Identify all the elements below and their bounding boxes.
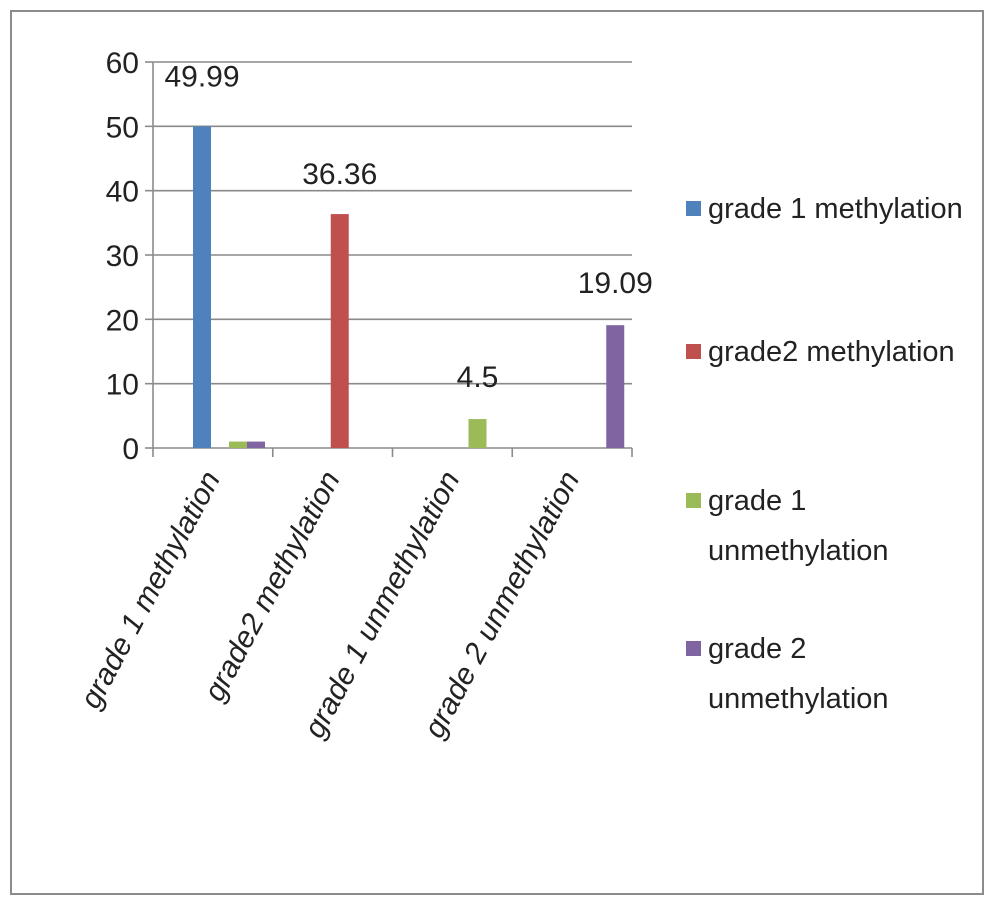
- bar-0-0[interactable]: [193, 126, 211, 448]
- y-tick-label: 30: [106, 240, 139, 273]
- x-category-label: grade 1 methylation: [74, 466, 227, 714]
- legend-label: unmethylation: [708, 535, 889, 567]
- x-category-label: grade2 methylation: [198, 466, 347, 707]
- chart-frame: [10, 10, 984, 895]
- y-tick-label: 10: [106, 369, 139, 402]
- bar-1-1[interactable]: [330, 214, 349, 448]
- data-label: 4.5: [457, 361, 499, 394]
- legend-swatch-0[interactable]: [686, 201, 701, 216]
- data-label: 19.09: [578, 267, 653, 300]
- y-tick-label: 0: [122, 433, 139, 466]
- legend-label: grade 1 methylation: [708, 193, 963, 225]
- legend-label: grade2 methylation: [708, 336, 955, 368]
- y-tick-label: 50: [106, 111, 139, 144]
- legend-label: grade 2: [708, 633, 806, 665]
- data-label: 49.99: [164, 60, 239, 93]
- data-label: 36.36: [302, 158, 377, 191]
- bar-0-2[interactable]: [229, 441, 247, 448]
- legend-swatch-1[interactable]: [686, 344, 701, 359]
- legend-swatch-3[interactable]: [686, 641, 701, 656]
- legend-label: grade 1: [708, 485, 806, 517]
- y-tick-label: 60: [106, 47, 139, 80]
- y-tick-label: 40: [106, 176, 139, 209]
- y-tick-label: 20: [106, 304, 139, 337]
- bar-2-2[interactable]: [468, 419, 487, 448]
- bar-0-3[interactable]: [247, 441, 265, 448]
- legend-swatch-2[interactable]: [686, 493, 701, 508]
- legend-label: unmethylation: [708, 683, 889, 715]
- bar-3-3[interactable]: [606, 325, 625, 448]
